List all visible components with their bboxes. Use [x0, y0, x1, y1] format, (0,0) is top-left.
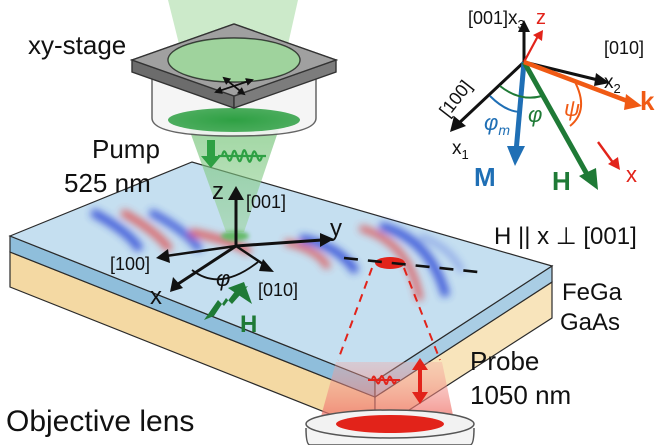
inset-coordinate-system — [450, 20, 642, 190]
xy-stage — [129, 23, 339, 137]
probe-pulse-icon — [368, 375, 400, 385]
axis-x-direction: [100] — [110, 254, 150, 274]
inset-z-label: z — [536, 7, 546, 29]
gaas-label: GaAs — [560, 309, 620, 336]
probe-spot — [375, 257, 405, 269]
inset-k-label: k — [640, 86, 655, 116]
inset-phi-label: φ — [528, 102, 542, 127]
axis-y-direction: [010] — [258, 280, 298, 300]
pump-lens-spot — [168, 108, 300, 132]
spin-wave-pattern — [90, 208, 465, 301]
axis-z-label: z — [212, 178, 224, 205]
fega-label: FeGa — [562, 279, 623, 306]
inset-x1-label: x1 — [452, 138, 469, 162]
pump-pulse-icon — [201, 140, 266, 168]
inset-m-label: M — [474, 162, 496, 192]
double-arrow-icon — [412, 358, 428, 404]
inset-010-label: [010] — [604, 38, 644, 58]
xy-stage-label: xy-stage — [28, 30, 126, 60]
field-h-label: H — [240, 311, 257, 338]
sample-top-surface — [8, 161, 554, 382]
objective-lens-label: Objective lens — [6, 405, 194, 438]
pump-label: Pump — [92, 134, 160, 164]
inset-x3-label: x3 — [508, 8, 525, 32]
axis-z-direction: [001] — [246, 192, 286, 212]
field-arrow — [204, 282, 252, 320]
sample-axes — [156, 186, 334, 292]
probe-spot-on-lens — [336, 415, 444, 433]
field-condition-label: H || x ⊥ [001] — [494, 223, 637, 250]
axis-y-label: y — [330, 215, 342, 242]
inset-001-label: [001] — [468, 8, 508, 28]
sample-slab — [8, 161, 554, 434]
axis-x-label: x — [150, 283, 162, 310]
inset-psi-label: ψ — [564, 96, 580, 121]
objective-lens — [305, 409, 475, 445]
pump-wavelength-label: 525 nm — [64, 168, 151, 198]
inset-h-label: H — [552, 166, 571, 196]
inset-x2-label: x2 — [604, 72, 621, 96]
inset-phi-m-label: φm — [484, 110, 510, 138]
probe-wavelength-label: 1050 nm — [470, 380, 571, 410]
probe-label: Probe — [470, 346, 539, 376]
angle-phi-label: φ — [216, 266, 230, 291]
inset-x-red-label: x — [626, 162, 637, 187]
stage-arrows-icon — [214, 76, 254, 96]
